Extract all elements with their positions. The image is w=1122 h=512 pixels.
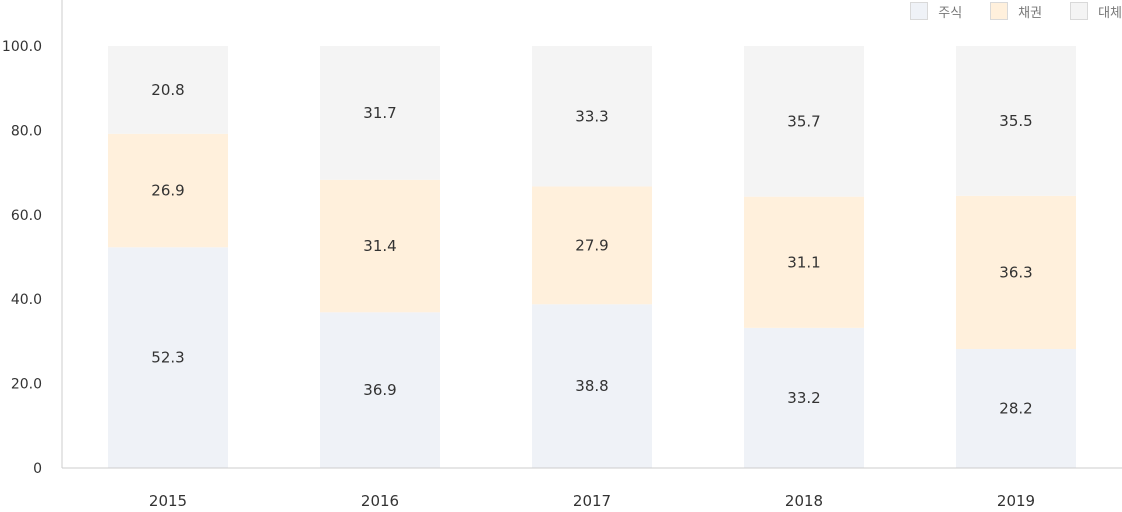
y-tick-label: 20.0: [11, 377, 42, 393]
x-tick-label: 2018: [785, 492, 823, 510]
y-tick-label: 40.0: [11, 292, 42, 308]
bar-segment: [744, 196, 864, 328]
legend-label-bonds: 채권: [1018, 5, 1043, 21]
data-label: 20.8: [151, 81, 184, 99]
bar-segment: [320, 46, 440, 180]
data-label: 52.3: [151, 349, 184, 367]
y-tick-label: 0: [33, 461, 42, 477]
bar-segment: [108, 46, 228, 134]
bar-segment: [320, 179, 440, 313]
legend-item-alternatives: 대체: [1070, 2, 1122, 21]
data-label: 35.7: [787, 112, 820, 130]
bar-segment: [532, 304, 652, 468]
y-tick-label: 80.0: [11, 123, 42, 139]
data-label: 36.3: [999, 263, 1032, 281]
legend-swatch-alternatives: [1070, 2, 1089, 20]
bar-segment: [532, 186, 652, 305]
data-label: 28.2: [999, 399, 1032, 417]
legend: 주식 채권 대체: [882, 0, 1122, 22]
x-tick-label: 2017: [573, 492, 611, 510]
data-label: 26.9: [151, 182, 184, 200]
data-label: 31.1: [787, 253, 820, 271]
bar-segment: [108, 133, 228, 248]
x-tick-label: 2019: [997, 492, 1035, 510]
bar-segment: [956, 348, 1076, 468]
legend-label-alternatives: 대체: [1098, 5, 1122, 21]
data-label: 27.9: [575, 236, 608, 254]
bar-segment: [532, 46, 652, 187]
x-tick-label: 2016: [361, 492, 399, 510]
data-label: 33.3: [575, 107, 608, 125]
legend-item-stocks: 주식: [910, 2, 962, 21]
bar-segment: [744, 46, 864, 197]
bar-segment: [108, 247, 228, 468]
data-label: 31.7: [363, 104, 396, 122]
data-label: 38.8: [575, 377, 608, 395]
y-tick-label: 100.0: [2, 39, 42, 55]
data-label: 33.2: [787, 389, 820, 407]
y-tick-label: 60.0: [11, 208, 42, 224]
x-tick-label: 2015: [149, 492, 187, 510]
data-label: 31.4: [363, 237, 396, 255]
data-label: 36.9: [363, 381, 396, 399]
legend-label-stocks: 주식: [938, 5, 963, 21]
bar-segment: [744, 327, 864, 468]
bar-segment: [956, 46, 1076, 196]
data-label: 35.5: [999, 112, 1032, 130]
legend-swatch-stocks: [910, 2, 929, 20]
legend-swatch-bonds: [990, 2, 1009, 20]
legend-item-bonds: 채권: [990, 2, 1042, 21]
bar-segment: [956, 195, 1076, 349]
bar-segment: [320, 312, 440, 468]
